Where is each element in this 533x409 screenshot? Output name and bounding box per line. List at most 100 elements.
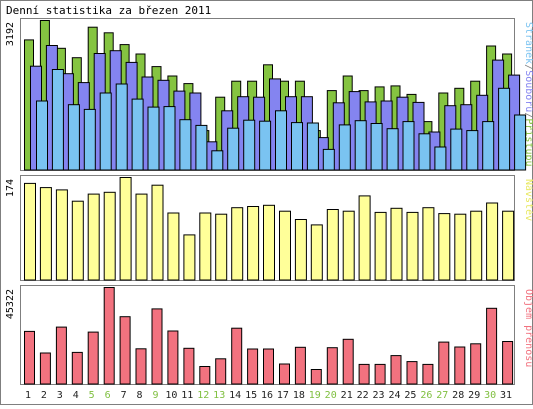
- bar-návštěv-day-27: [438, 213, 451, 281]
- day-label-31: 31: [500, 390, 512, 401]
- bar-stránek-day-7: [131, 98, 144, 171]
- bar-návštěv-day-9: [151, 184, 164, 281]
- bar-návštěv-day-3: [55, 189, 68, 281]
- day-label-13: 13: [213, 390, 225, 401]
- bar-návštěv-day-26: [422, 207, 435, 281]
- bar-stránek-day-12: [211, 150, 224, 171]
- bar-návštěv-day-5: [87, 193, 100, 281]
- day-label-8: 8: [136, 390, 142, 401]
- legend-entry: Přístupů: [523, 118, 533, 166]
- bar-návštěv-day-21: [342, 210, 355, 281]
- bar-stránek-day-15: [259, 120, 272, 171]
- kbytes-panel: 45322 Objem přenosu: [5, 285, 533, 385]
- bar-objem-přenosu-day-5: [87, 331, 99, 385]
- bar-objem-přenosu-day-9: [151, 308, 163, 385]
- day-label-11: 11: [181, 390, 193, 401]
- bar-návštěv-day-28: [454, 213, 467, 281]
- bar-objem-přenosu-day-3: [55, 326, 67, 385]
- bar-stránek-day-2: [51, 69, 64, 171]
- day-label-27: 27: [436, 390, 448, 401]
- bar-objem-přenosu-day-20: [326, 347, 338, 385]
- legend: Stránek/Souborů/Přístupů: [523, 22, 533, 167]
- series-3: [36, 69, 527, 171]
- bar-objem-přenosu-day-11: [183, 347, 195, 385]
- legend: Objem přenosu: [523, 289, 533, 367]
- bar-návštěv-day-15: [247, 206, 260, 281]
- bar-návštěv-day-16: [263, 204, 275, 281]
- bar-stránek-day-19: [322, 148, 335, 171]
- bar-návštěv-day-2: [39, 187, 52, 281]
- bar-stránek-day-11: [195, 124, 208, 171]
- bar-stránek-day-17: [291, 122, 303, 171]
- bar-stránek-day-18: [306, 122, 319, 171]
- bar-návštěv-day-8: [135, 193, 148, 281]
- bar-návštěv-day-13: [215, 213, 228, 281]
- day-label-17: 17: [277, 390, 289, 401]
- bar-návštěv-day-25: [406, 211, 419, 281]
- bar-objem-přenosu-day-2: [39, 352, 51, 385]
- bar-objem-přenosu-day-26: [422, 363, 434, 385]
- day-label-6: 6: [105, 390, 111, 401]
- day-label-23: 23: [372, 390, 384, 401]
- bar-stránek-day-28: [466, 130, 479, 171]
- visits-panel: 174 Návštěv: [5, 175, 533, 281]
- legend-entry: Objem přenosu: [523, 289, 533, 367]
- chart-title: Denní statistika za březen 2011: [6, 4, 211, 17]
- bar-stránek-day-13: [227, 127, 240, 171]
- bar-stránek-day-16: [275, 110, 287, 171]
- bar-návštěv-day-12: [199, 212, 212, 281]
- bar-stránek-day-5: [99, 92, 112, 171]
- day-label-26: 26: [420, 390, 432, 401]
- bar-stránek-day-6: [115, 83, 128, 171]
- bar-objem-přenosu-day-31: [502, 341, 514, 385]
- day-label-10: 10: [165, 390, 177, 401]
- bar-návštěv-day-22: [358, 195, 371, 281]
- bar-návštěv-day-29: [470, 210, 483, 281]
- bar-stránek-day-24: [402, 121, 415, 171]
- bar-stránek-day-27: [450, 128, 463, 171]
- bar-návštěv-day-20: [326, 209, 339, 281]
- bar-stránek-day-8: [147, 106, 160, 171]
- bar-návštěv-day-11: [183, 234, 196, 281]
- day-label-30: 30: [484, 390, 496, 401]
- day-label-14: 14: [229, 390, 241, 401]
- day-label-19: 19: [309, 390, 321, 401]
- bar-návštěv-day-14: [231, 207, 244, 281]
- bar-objem-přenosu-day-15: [247, 348, 259, 385]
- bar-objem-přenosu-day-28: [454, 346, 466, 385]
- bar-objem-přenosu-day-12: [199, 366, 211, 385]
- bar-objem-přenosu-day-25: [406, 361, 418, 385]
- bar-objem-přenosu-day-30: [486, 307, 498, 385]
- day-label-29: 29: [468, 390, 480, 401]
- bar-objem-přenosu-day-16: [263, 348, 274, 385]
- bar-stránek-day-20: [338, 124, 351, 171]
- bar-objem-přenosu-day-24: [390, 355, 402, 385]
- bar-stránek-day-26: [434, 146, 447, 171]
- bar-stránek-day-30: [498, 87, 511, 171]
- bar-objem-přenosu-day-29: [470, 343, 482, 385]
- bar-stránek-day-25: [418, 133, 431, 171]
- y-max-label: 45322: [5, 289, 16, 319]
- requests-panel: 3192 Stránek/Souborů/Přístupů: [5, 18, 533, 171]
- bar-návštěv-day-24: [390, 207, 403, 281]
- bar-návštěv-day-23: [374, 211, 387, 281]
- y-max-label: 3192: [5, 22, 16, 46]
- day-label-22: 22: [357, 390, 369, 401]
- day-label-28: 28: [452, 390, 464, 401]
- day-label-24: 24: [388, 390, 400, 401]
- bar-objem-přenosu-day-17: [279, 363, 290, 385]
- legend-entry: /: [523, 64, 533, 70]
- bar-návštěv-day-6: [103, 191, 116, 281]
- legend: Návštěv: [523, 179, 533, 221]
- bar-objem-přenosu-day-22: [358, 363, 370, 385]
- bar-objem-přenosu-day-23: [374, 363, 386, 385]
- day-label-5: 5: [89, 390, 95, 401]
- day-label-20: 20: [325, 390, 337, 401]
- bar-objem-přenosu-day-8: [135, 348, 147, 385]
- bar-stránek-day-3: [67, 104, 80, 171]
- series-1: [24, 177, 515, 281]
- series-1: [24, 287, 514, 385]
- bar-objem-přenosu-day-21: [342, 338, 354, 385]
